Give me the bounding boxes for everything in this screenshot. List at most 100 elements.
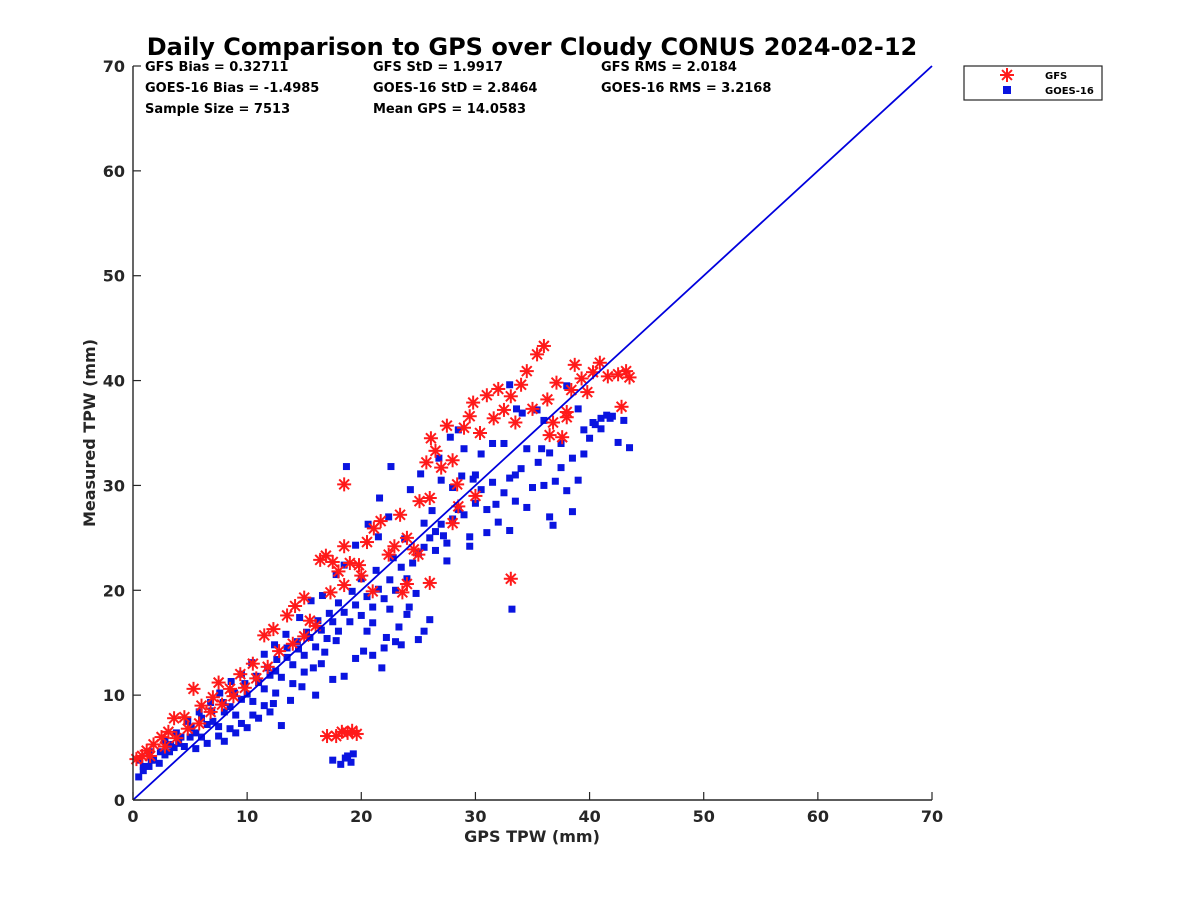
gfs-point — [266, 622, 281, 637]
goes16-point — [420, 543, 428, 551]
goes16-point — [420, 627, 428, 635]
gfs-point — [272, 644, 287, 659]
goes16-point — [471, 471, 479, 479]
goes16-point — [302, 628, 310, 636]
y-tick-label: 20 — [103, 581, 125, 600]
gfs-point — [393, 507, 408, 522]
gfs-point — [205, 690, 220, 705]
goes16-point — [334, 599, 342, 607]
goes16-point — [435, 454, 443, 462]
gfs-point — [177, 710, 192, 725]
gfs-point — [194, 698, 209, 713]
goes16-point — [580, 426, 588, 434]
goes16-point — [437, 476, 445, 484]
goes16-point — [209, 717, 217, 725]
goes16-point — [220, 708, 228, 716]
goes16-point — [428, 507, 436, 515]
data-points — [129, 338, 637, 781]
goes16-point — [597, 425, 605, 433]
gfs-point — [445, 516, 460, 531]
chart-title: Daily Comparison to GPS over Cloudy CONU… — [147, 33, 918, 61]
goes16-point — [546, 449, 554, 457]
axes — [132, 66, 932, 801]
gfs-point — [445, 453, 460, 468]
goes16-point — [534, 458, 542, 466]
goes16-point — [466, 533, 474, 541]
goes16-point — [513, 405, 521, 413]
goes16-point — [321, 648, 329, 656]
gfs-point — [559, 410, 574, 425]
goes16-point — [557, 464, 565, 472]
goes16-point — [508, 605, 516, 613]
goes16-point — [260, 702, 268, 710]
goes16-point — [314, 617, 322, 625]
goes16-point — [492, 500, 500, 508]
goes16-point — [374, 585, 382, 593]
goes16-point — [232, 711, 240, 719]
goes16-point — [426, 616, 434, 624]
goes16-point — [203, 721, 211, 729]
gfs-point — [297, 629, 312, 644]
goes16-point — [187, 724, 195, 732]
gfs-point — [203, 704, 218, 719]
goes16-point — [369, 619, 377, 627]
goes16-point — [412, 589, 420, 597]
goes16-point — [273, 655, 281, 663]
goes16-point — [405, 603, 413, 611]
goes16-point — [483, 529, 491, 537]
gfs-point — [536, 338, 551, 353]
gfs-point — [542, 428, 557, 443]
gfs-point — [423, 431, 438, 446]
y-tick-label: 10 — [103, 686, 125, 705]
gfs-point — [365, 584, 380, 599]
gfs-point — [549, 375, 564, 390]
goes16-point — [471, 499, 479, 507]
gfs-point — [387, 539, 402, 554]
goes16-point — [417, 470, 425, 478]
y-tick-label: 0 — [114, 791, 125, 810]
goes16-point — [298, 683, 306, 691]
gfs-point — [574, 371, 589, 386]
goes16-point — [329, 618, 337, 626]
gfs-point — [411, 547, 426, 562]
goes16-point — [307, 597, 315, 605]
gfs-point — [337, 477, 352, 492]
gfs-point — [325, 554, 340, 569]
gfs-point — [323, 585, 338, 600]
goes16-point — [357, 611, 365, 619]
goes16-point — [529, 484, 536, 492]
goes16-point — [260, 650, 268, 658]
goes16-point — [352, 654, 360, 662]
gfs-asterisk-icon — [1000, 68, 1014, 82]
goes16-point — [186, 733, 194, 741]
goes16-point — [312, 643, 320, 651]
goes16-point — [329, 675, 337, 683]
gfs-point — [496, 402, 511, 417]
goes16-point — [518, 409, 526, 417]
gfs-point — [373, 514, 388, 529]
goes16-point — [403, 610, 411, 618]
x-tick-label: 40 — [578, 807, 600, 826]
goes16-point — [389, 554, 397, 562]
goes16-point — [568, 508, 576, 516]
y-tick-label: 50 — [103, 267, 125, 286]
gfs-point — [434, 460, 449, 475]
goes16-point — [443, 539, 451, 547]
goes16-point — [372, 566, 380, 574]
goes16-point — [549, 521, 557, 529]
goes16-point — [155, 759, 163, 767]
legend-gfs-label: GFS — [1045, 71, 1067, 82]
goes16-point — [431, 546, 439, 554]
goes16-point — [175, 739, 183, 747]
gfs-point — [359, 535, 374, 550]
goes16-point — [269, 700, 277, 708]
gfs-point — [457, 420, 472, 435]
goes16-point — [458, 472, 466, 480]
goes16-point — [363, 593, 371, 601]
goes16-point — [574, 405, 582, 413]
goes16-point — [287, 696, 295, 704]
goes16-point — [506, 527, 514, 535]
gfs-point — [592, 355, 607, 370]
goes16-point — [382, 633, 390, 641]
goes16-point — [378, 664, 386, 672]
